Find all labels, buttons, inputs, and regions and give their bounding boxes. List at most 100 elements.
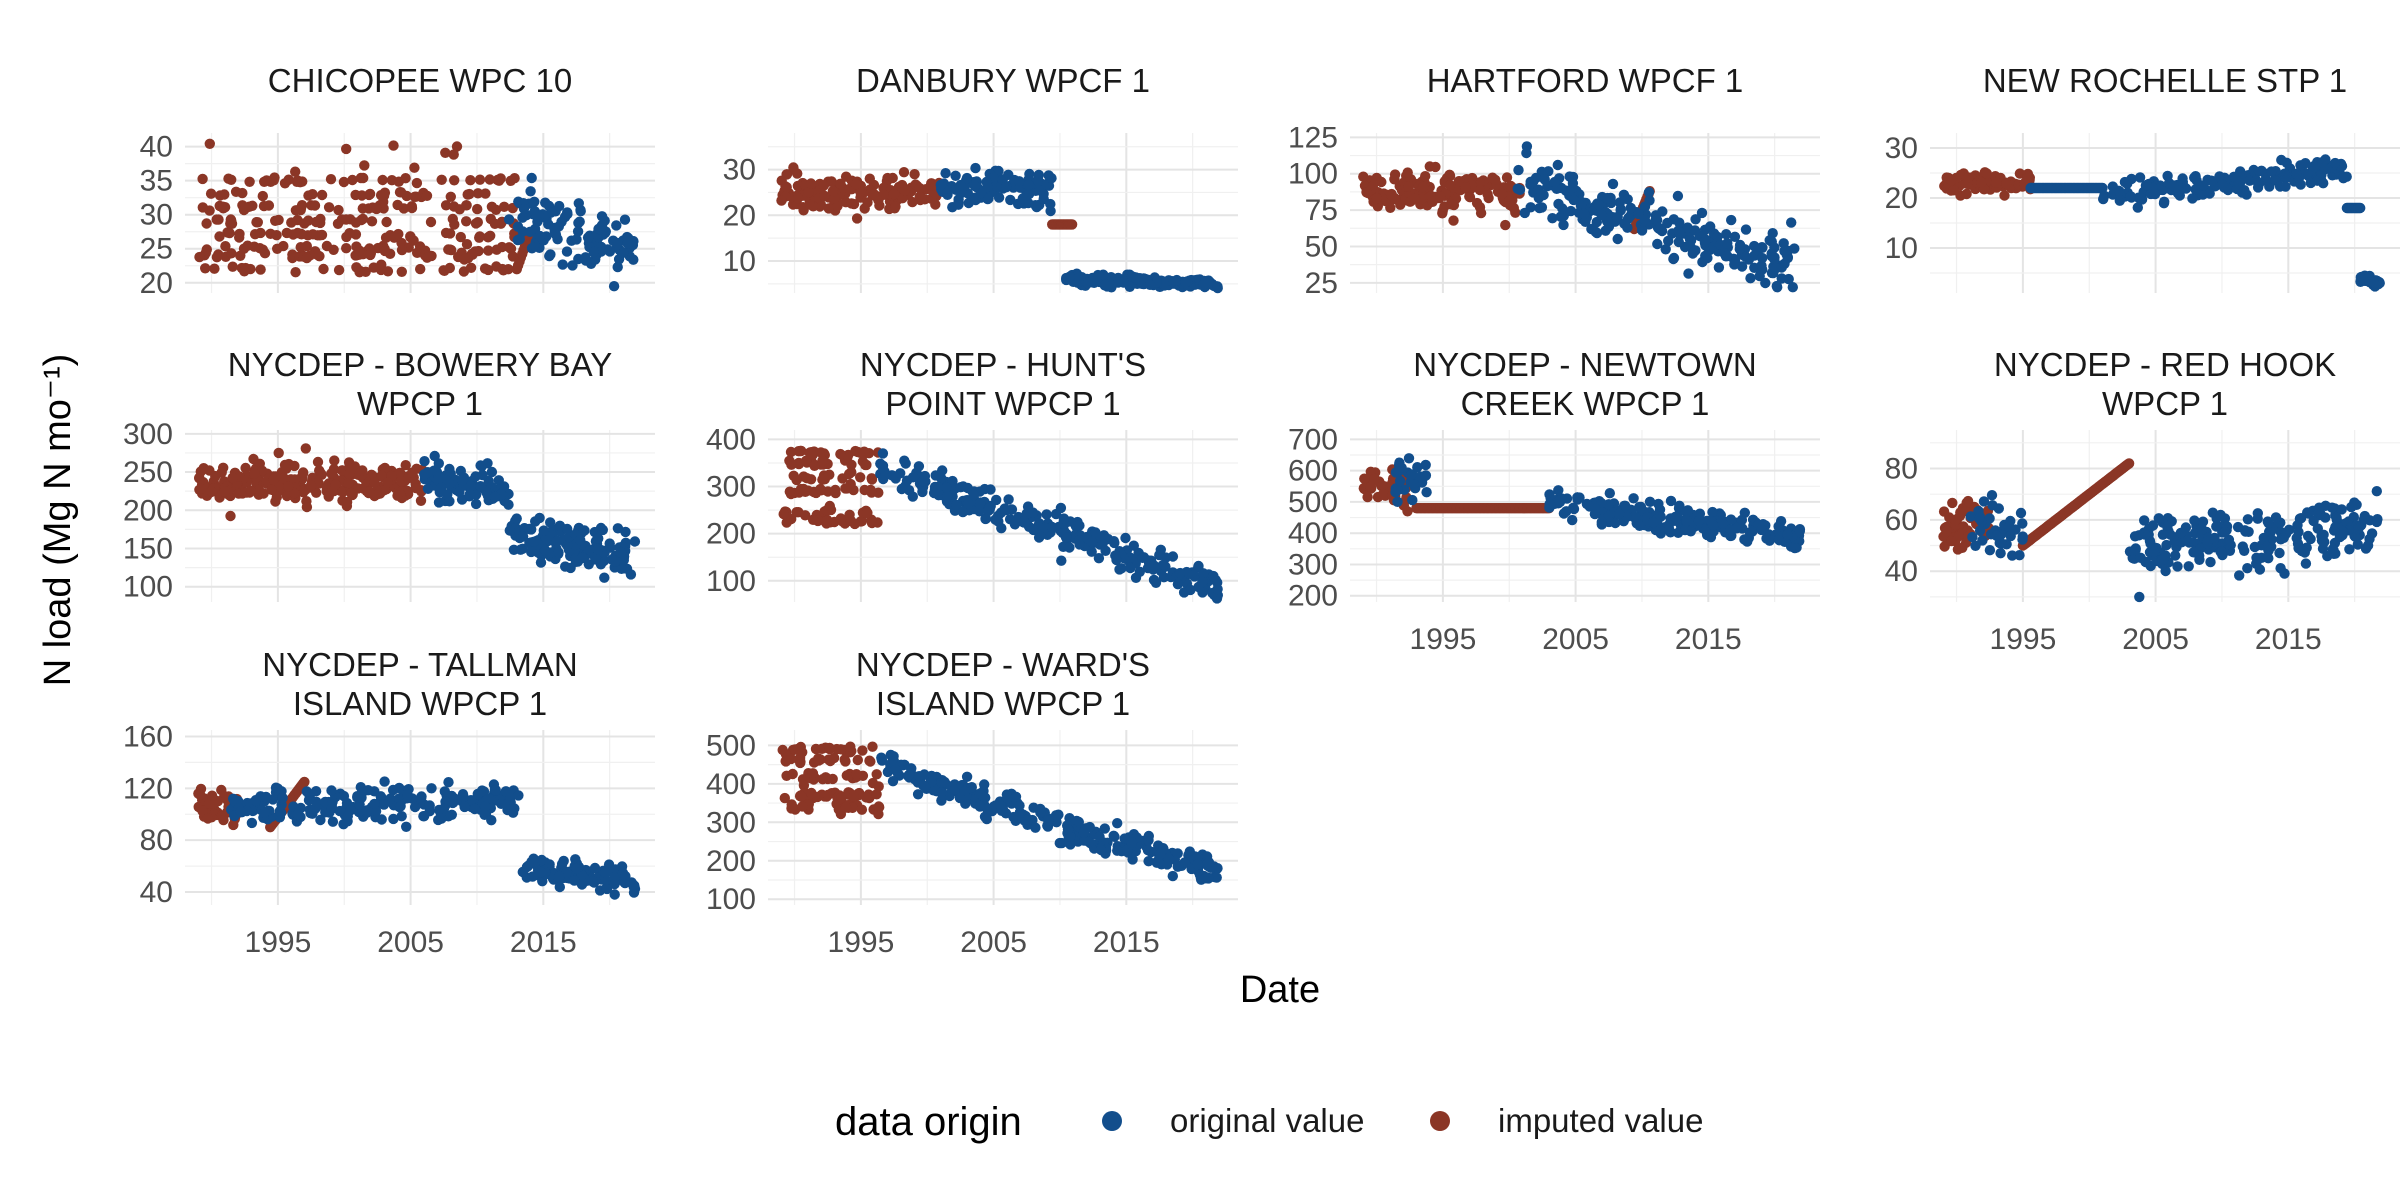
- data-point: [1769, 254, 1780, 265]
- data-point: [1142, 845, 1154, 856]
- data-point: [350, 217, 362, 228]
- data-point: [2188, 547, 2199, 558]
- data-point: [1412, 462, 1423, 473]
- data-point: [1713, 262, 1725, 273]
- data-point: [951, 499, 962, 511]
- data-point: [1099, 280, 1110, 291]
- data-point: [2295, 179, 2306, 190]
- data-point: [1778, 238, 1789, 249]
- y-tick-label: 200: [706, 518, 756, 551]
- data-point: [985, 484, 996, 495]
- data-point: [1389, 174, 1400, 185]
- data-point: [359, 160, 370, 171]
- data-point: [1110, 550, 1121, 561]
- data-point: [612, 261, 623, 273]
- data-point: [235, 806, 246, 817]
- data-point: [333, 204, 344, 216]
- data-point: [556, 216, 567, 227]
- data-point: [250, 795, 261, 806]
- data-point: [2148, 546, 2160, 558]
- data-point: [1760, 277, 1771, 289]
- data-point: [1776, 273, 1787, 284]
- data-point: [2338, 527, 2349, 538]
- data-point: [350, 189, 361, 201]
- data-point: [1769, 242, 1780, 253]
- x-tick-label: 2005: [1542, 623, 1609, 656]
- data-point: [292, 227, 303, 239]
- data-point: [415, 263, 426, 275]
- data-point: [1175, 567, 1186, 579]
- data-point: [803, 186, 814, 198]
- data-point: [1138, 552, 1150, 563]
- data-point: [562, 540, 573, 551]
- data-point: [835, 448, 846, 460]
- data-point: [1725, 514, 1737, 525]
- data-point: [962, 498, 974, 509]
- data-point: [1984, 513, 1995, 524]
- data-point: [1510, 207, 1521, 218]
- data-point: [1786, 217, 1797, 228]
- data-point: [577, 552, 588, 563]
- data-point: [2175, 527, 2186, 539]
- data-point: [845, 741, 856, 752]
- data-point: [628, 880, 639, 891]
- data-point: [1038, 193, 1049, 205]
- data-point: [495, 218, 507, 229]
- data-point: [1779, 245, 1790, 257]
- data-point: [2256, 165, 2267, 176]
- data-point: [2130, 544, 2141, 556]
- data-point: [851, 213, 863, 224]
- data-point: [1553, 485, 1564, 496]
- data-point: [1041, 509, 1052, 520]
- data-point: [259, 807, 270, 818]
- panel-background: [768, 133, 1238, 293]
- data-point: [2122, 178, 2133, 189]
- data-point: [1544, 498, 1555, 510]
- data-point: [194, 251, 205, 263]
- data-point: [213, 214, 224, 225]
- data-point: [605, 542, 616, 553]
- data-point: [1464, 192, 1476, 203]
- data-point: [795, 445, 806, 457]
- data-point: [895, 468, 906, 479]
- data-point: [1099, 823, 1111, 834]
- data-point: [525, 186, 536, 197]
- data-point: [1014, 800, 1025, 811]
- data-point: [2215, 509, 2226, 521]
- data-point: [379, 462, 391, 474]
- data-point: [400, 173, 411, 184]
- data-point: [2205, 556, 2216, 568]
- data-point: [1665, 495, 1677, 507]
- x-tick-label: 2015: [2255, 623, 2322, 656]
- data-point: [486, 815, 497, 826]
- data-point: [442, 489, 453, 500]
- data-point: [1782, 529, 1793, 540]
- data-point: [619, 214, 631, 225]
- data-point: [1000, 808, 1012, 819]
- data-point: [1984, 545, 1996, 556]
- data-point: [1483, 192, 1494, 204]
- facet-panel: 40 60 80 1995 2005 2015 NYCDEP - RED HOOKWPCP …: [1885, 346, 2400, 656]
- data-point: [1974, 513, 1985, 524]
- y-tick-label: 20: [140, 267, 173, 300]
- data-point: [325, 174, 337, 185]
- data-point: [535, 866, 547, 878]
- data-point: [1726, 214, 1737, 226]
- y-tick-label: 300: [706, 806, 756, 839]
- data-point: [375, 190, 387, 201]
- data-point: [824, 500, 835, 512]
- data-point: [1996, 538, 2007, 549]
- data-point: [840, 802, 852, 813]
- data-point: [300, 443, 311, 454]
- data-point: [807, 449, 818, 460]
- data-point: [226, 248, 237, 259]
- data-point: [1976, 177, 1987, 188]
- data-point: [392, 490, 403, 501]
- y-axis-title: N load (Mg N mo⁻¹): [37, 354, 79, 687]
- data-point: [954, 792, 966, 804]
- data-point: [409, 162, 420, 173]
- data-point: [1683, 268, 1694, 279]
- data-point: [242, 240, 253, 251]
- data-point: [482, 232, 494, 243]
- data-point: [801, 473, 813, 484]
